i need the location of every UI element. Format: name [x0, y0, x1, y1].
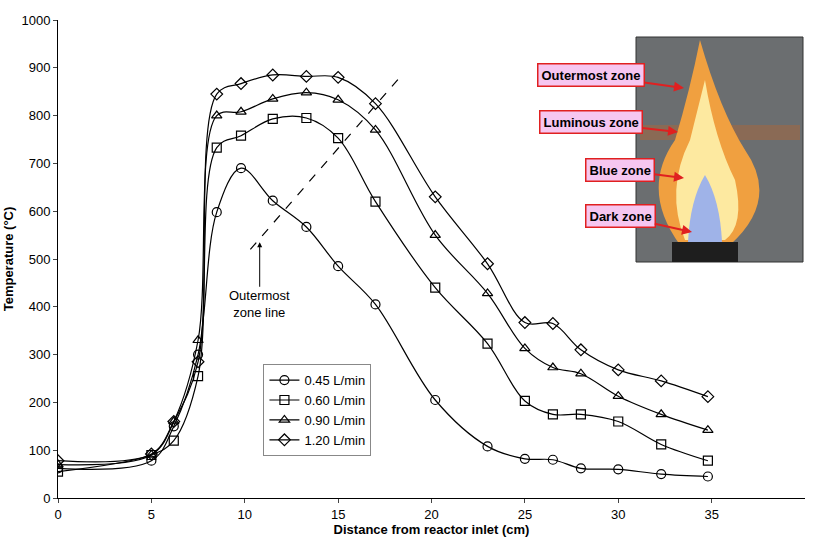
svg-text:15: 15	[331, 507, 345, 522]
svg-text:600: 600	[29, 204, 51, 219]
svg-text:Luminous zone: Luminous zone	[544, 115, 639, 130]
svg-text:100: 100	[29, 443, 51, 458]
svg-text:200: 200	[29, 395, 51, 410]
svg-text:Blue zone: Blue zone	[590, 163, 651, 178]
svg-text:0: 0	[54, 507, 61, 522]
svg-text:0.45 L/min: 0.45 L/min	[304, 373, 365, 388]
svg-text:1000: 1000	[21, 13, 50, 28]
svg-text:500: 500	[29, 252, 51, 267]
svg-text:Distance from reactor inlet (c: Distance from reactor inlet (cm)	[334, 522, 530, 537]
svg-text:0.60 L/min: 0.60 L/min	[304, 393, 365, 408]
svg-text:30: 30	[611, 507, 625, 522]
svg-text:Outermost zone: Outermost zone	[542, 68, 641, 83]
svg-text:25: 25	[518, 507, 532, 522]
svg-text:35: 35	[704, 507, 718, 522]
svg-text:10: 10	[238, 507, 252, 522]
svg-text:1.20 L/min: 1.20 L/min	[304, 433, 365, 448]
svg-text:300: 300	[29, 347, 51, 362]
svg-text:0.90 L/min: 0.90 L/min	[304, 413, 365, 428]
svg-text:700: 700	[29, 156, 51, 171]
svg-text:800: 800	[29, 108, 51, 123]
svg-text:Outermostzone line: Outermostzone line	[229, 288, 290, 320]
svg-text:400: 400	[29, 299, 51, 314]
svg-text:Temperature (°C): Temperature (°C)	[1, 207, 16, 312]
svg-text:Dark zone: Dark zone	[590, 209, 652, 224]
svg-text:5: 5	[148, 507, 155, 522]
svg-text:20: 20	[424, 507, 438, 522]
svg-text:900: 900	[29, 60, 51, 75]
svg-text:0: 0	[43, 491, 50, 506]
